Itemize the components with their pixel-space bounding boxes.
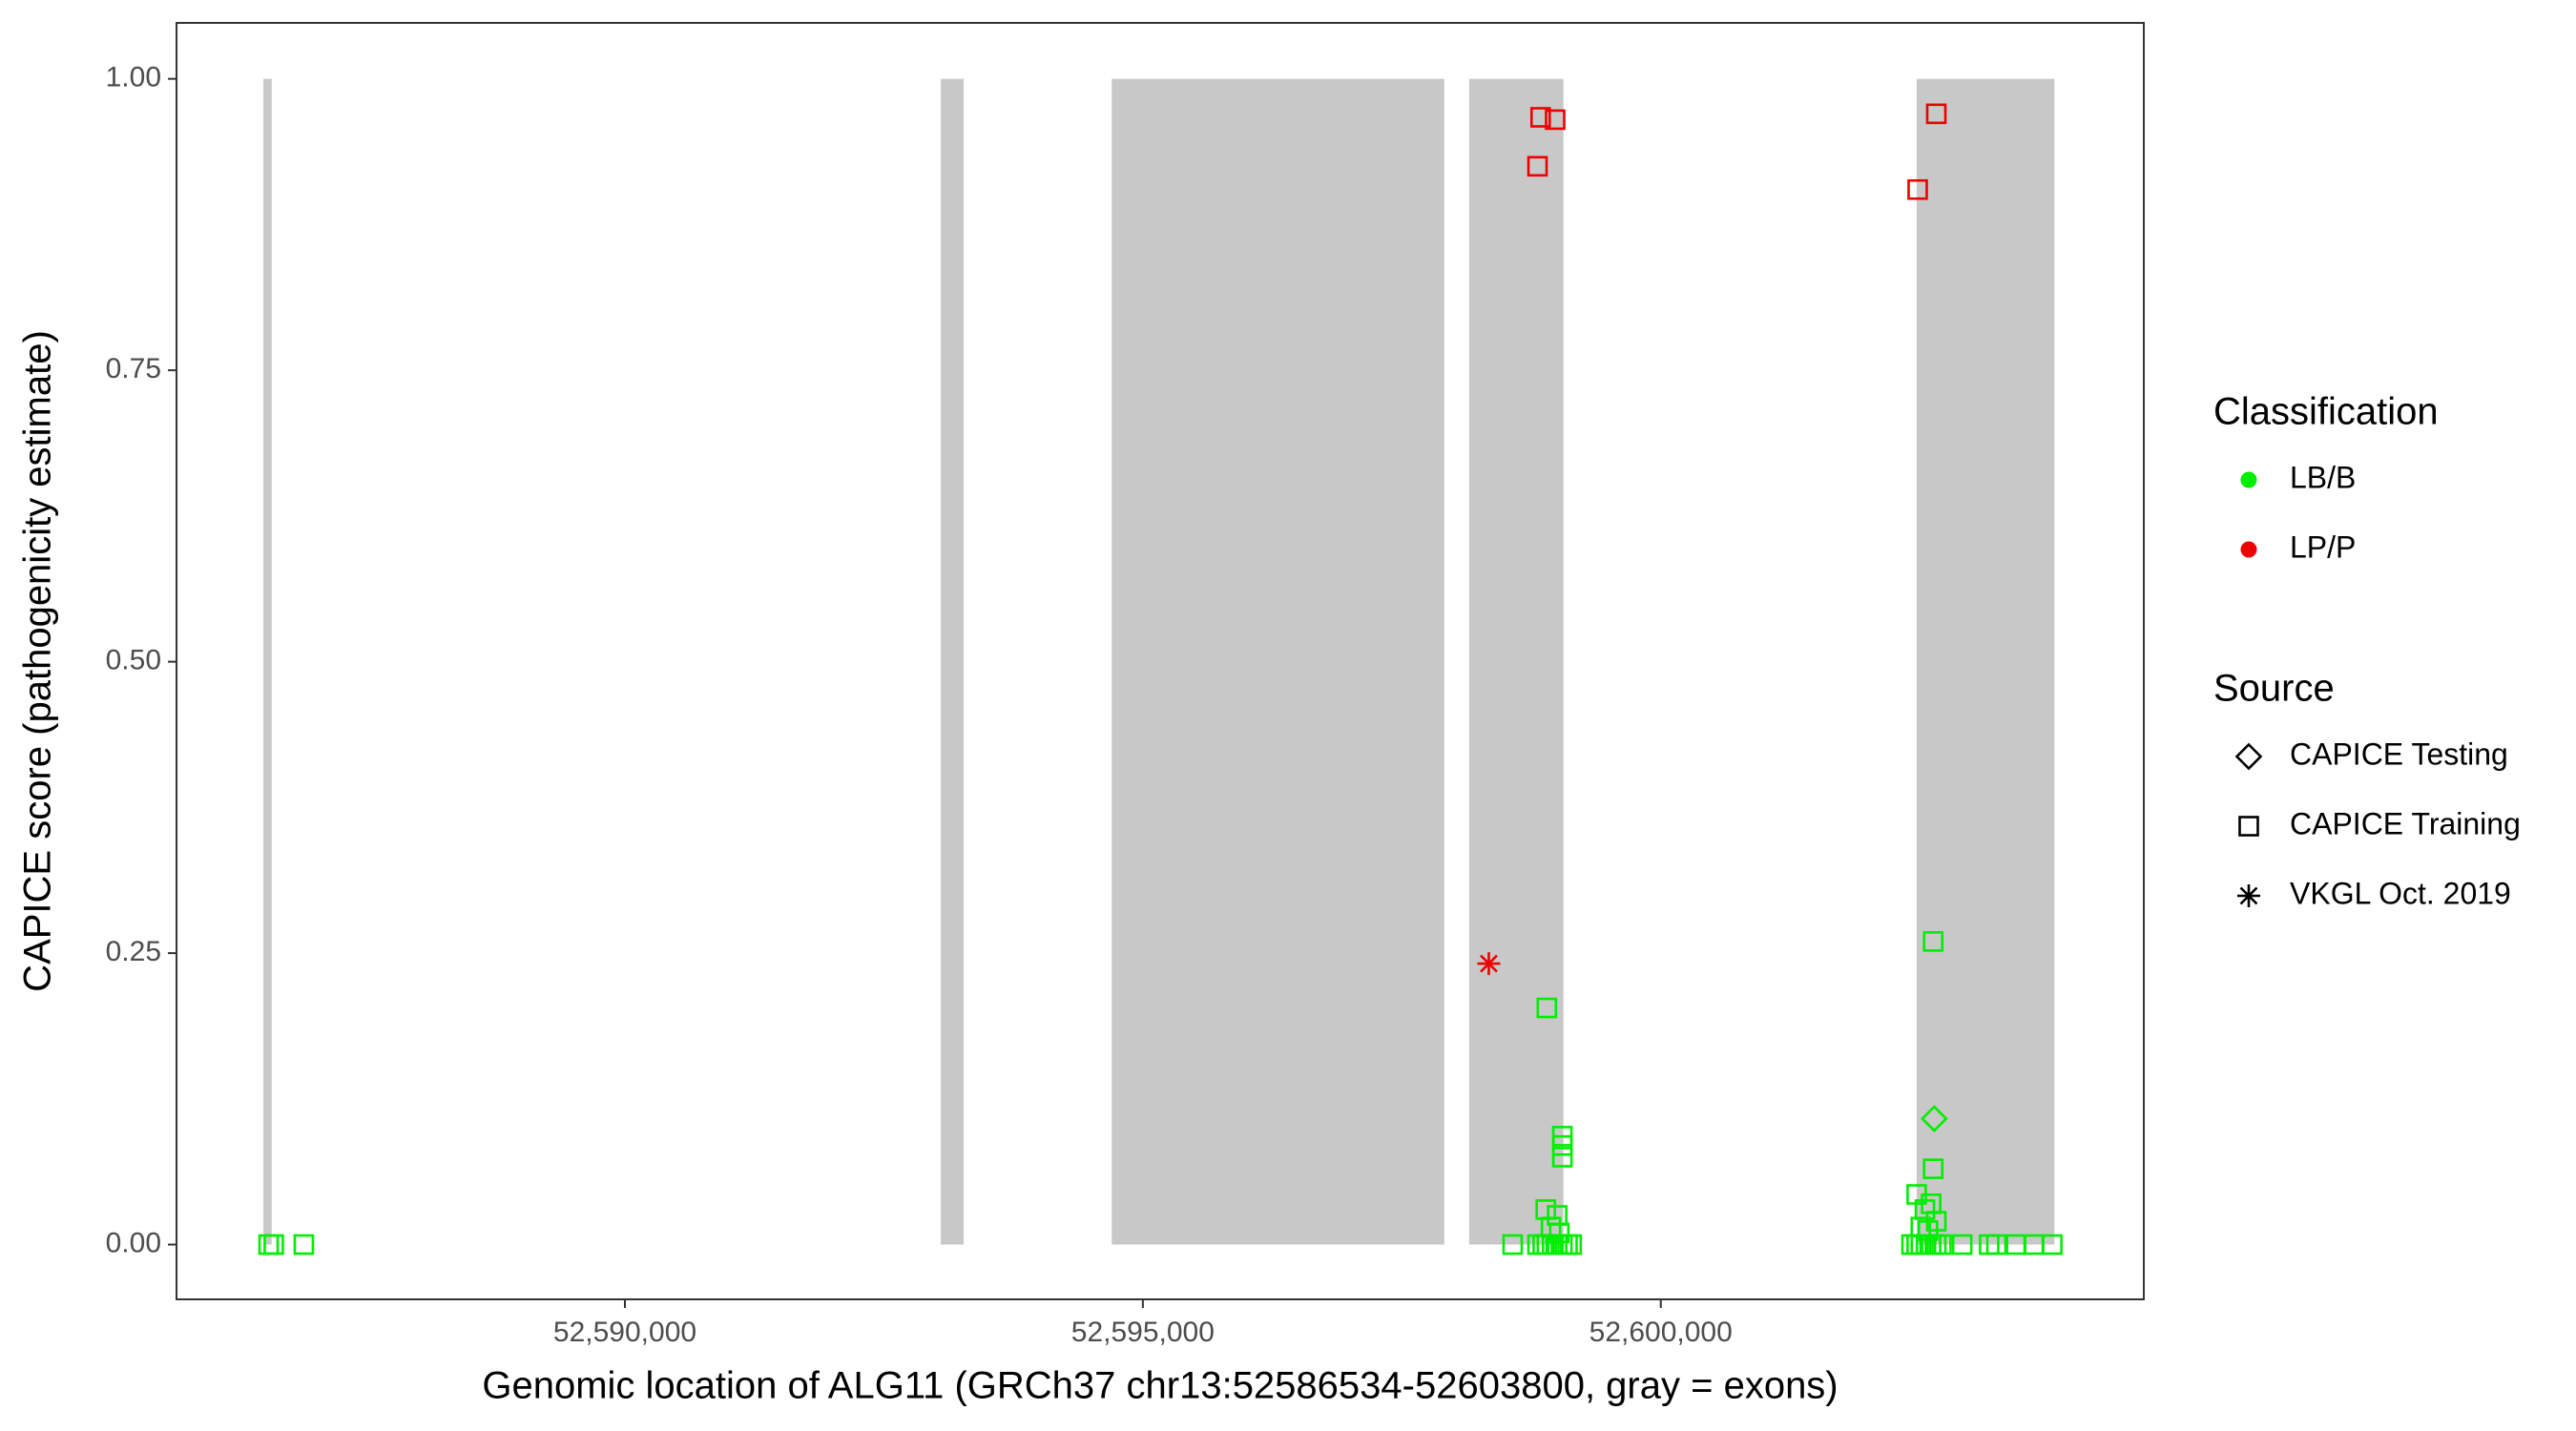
legend-title: Classification	[2213, 391, 2439, 433]
exon	[1111, 78, 1444, 1245]
data-point	[1527, 156, 1548, 177]
data-point	[1502, 1234, 1524, 1255]
data-point	[1951, 1234, 1973, 1255]
data-point	[1922, 1158, 1944, 1179]
y-tick-label: 1.00	[106, 62, 161, 93]
legend-marker	[2237, 884, 2260, 907]
y-tick-label: 0.00	[106, 1227, 161, 1258]
exon	[941, 78, 965, 1245]
data-point	[1931, 1234, 1952, 1255]
exon	[263, 78, 272, 1245]
x-axis-title: Genomic location of ALG11 (GRCh37 chr13:…	[482, 1365, 1838, 1407]
data-point	[1529, 107, 1551, 128]
data-point	[1477, 952, 1501, 976]
data-point	[1985, 1234, 2007, 1255]
y-tick-label: 0.25	[106, 936, 161, 967]
plot-border	[176, 22, 2145, 1300]
exon	[1916, 78, 2055, 1245]
x-tick-label: 52,595,000	[1071, 1317, 1215, 1348]
legend-marker	[2238, 816, 2259, 837]
data-point	[1536, 997, 1558, 1019]
data-point	[1551, 1147, 1573, 1168]
data-point	[2042, 1234, 2063, 1255]
x-tick-label: 52,590,000	[553, 1317, 696, 1348]
data-point	[1925, 103, 1947, 125]
legend-label: CAPICE Testing	[2290, 736, 2508, 771]
data-point	[1545, 109, 1566, 131]
legend-title: Source	[2213, 668, 2335, 710]
data-point	[1925, 1211, 1947, 1232]
legend-marker	[2234, 742, 2263, 771]
legend-label: LP/P	[2290, 529, 2356, 564]
data-point	[1921, 1105, 1948, 1132]
legend-label: VKGL Oct. 2019	[2290, 876, 2511, 910]
legend-marker	[2240, 541, 2257, 558]
exon	[1468, 78, 1564, 1245]
data-point	[1907, 178, 1928, 200]
legend-marker	[2240, 471, 2257, 488]
y-tick-label: 0.50	[106, 645, 161, 676]
legend-label: CAPICE Training	[2290, 806, 2521, 840]
data-point	[1922, 931, 1944, 952]
y-axis-title: CAPICE score (pathogenicity estimate)	[17, 330, 59, 992]
legend-label: LB/B	[2290, 460, 2356, 494]
data-point	[293, 1234, 315, 1255]
data-point	[1551, 1134, 1573, 1156]
x-tick-label: 52,600,000	[1589, 1317, 1733, 1348]
data-point	[263, 1234, 284, 1255]
y-tick-label: 0.75	[106, 353, 161, 384]
data-point	[1561, 1234, 1583, 1255]
